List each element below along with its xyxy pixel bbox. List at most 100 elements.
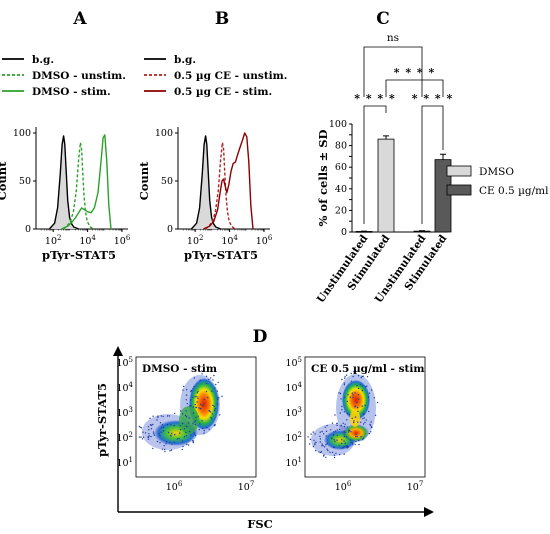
event-dot: [343, 453, 345, 455]
event-dot: [313, 439, 315, 441]
series-line: [61, 134, 112, 230]
event-dot: [343, 446, 345, 448]
event-dot: [213, 409, 216, 411]
event-dot: [330, 429, 332, 431]
x-tick-label: 102: [45, 234, 62, 247]
event-dot: [363, 413, 365, 416]
event-dot: [341, 439, 343, 441]
event-dot: [360, 436, 362, 438]
event-dot: [314, 444, 316, 446]
event-dot: [213, 405, 215, 407]
event-dot: [314, 433, 316, 435]
event-dot: [341, 405, 343, 408]
event-dot: [333, 454, 336, 456]
event-dot: [194, 423, 197, 426]
event-dot: [181, 448, 183, 451]
event-dot: [193, 377, 195, 379]
event-dot: [370, 431, 372, 433]
event-dot: [192, 423, 194, 425]
x-tick-label: 102: [187, 234, 204, 247]
event-dot: [196, 396, 198, 398]
event-dot: [194, 420, 197, 422]
event-dot: [343, 425, 346, 428]
legend-label: DMSO - unstim.: [32, 70, 126, 82]
event-dot: [218, 397, 220, 399]
event-dot: [185, 410, 187, 412]
x-tick-label: 107: [407, 480, 424, 493]
event-dot: [156, 440, 159, 443]
event-dot: [344, 431, 346, 434]
event-dot: [196, 401, 198, 403]
event-dot: [153, 434, 156, 436]
event-dot: [161, 424, 164, 426]
event-dot: [161, 448, 163, 450]
event-dot: [315, 450, 317, 452]
event-dot: [344, 442, 346, 444]
event-dot: [167, 431, 170, 434]
event-dot: [188, 417, 190, 419]
event-dot: [346, 412, 349, 414]
event-dot: [216, 403, 219, 405]
event-dot: [333, 456, 336, 459]
event-dot: [162, 415, 164, 418]
event-dot: [194, 433, 196, 436]
event-dot: [362, 412, 364, 415]
event-dot: [338, 392, 340, 394]
event-dot: [139, 426, 141, 428]
event-dot: [329, 451, 331, 454]
x-tick-label: 104: [79, 234, 96, 247]
event-dot: [173, 424, 175, 427]
x-tick-label: 106: [256, 234, 273, 247]
event-dot: [319, 441, 321, 443]
x-tick-label: 106: [114, 234, 131, 247]
event-dot: [188, 430, 191, 433]
event-dot: [212, 379, 214, 381]
event-dot: [353, 370, 355, 373]
event-dot: [346, 419, 348, 421]
event-dot: [333, 434, 335, 436]
event-dot: [179, 432, 181, 434]
event-dot: [341, 378, 343, 381]
event-dot: [186, 403, 188, 405]
event-dot: [148, 429, 150, 431]
event-dot: [181, 422, 184, 425]
event-dot: [192, 440, 194, 442]
y-tick-label: 40: [335, 184, 347, 195]
series-line: [63, 141, 94, 230]
event-dot: [333, 431, 335, 433]
event-dot: [343, 435, 345, 438]
event-dot: [326, 448, 328, 450]
event-dot: [352, 396, 354, 399]
y-tick-label: 100: [329, 119, 347, 130]
flow-plot-title: CE 0.5 µg/ml - stim: [311, 363, 424, 375]
event-dot: [183, 428, 186, 430]
series-line: [205, 141, 236, 230]
event-dot: [178, 437, 180, 440]
event-dot: [190, 399, 192, 401]
event-dot: [334, 430, 337, 432]
event-dot: [190, 389, 193, 392]
event-dot: [195, 416, 197, 419]
event-dot: [336, 439, 338, 441]
event-dot: [347, 431, 350, 433]
event-dot: [355, 435, 357, 438]
event-dot: [356, 401, 358, 403]
event-dot: [188, 444, 190, 446]
event-dot: [214, 407, 217, 410]
event-dot: [212, 404, 214, 407]
event-dot: [217, 399, 219, 401]
event-dot: [340, 424, 342, 427]
event-dot: [336, 424, 338, 426]
event-dot: [147, 438, 150, 440]
event-dot: [174, 433, 176, 436]
event-dot: [203, 398, 205, 400]
event-dot: [343, 382, 346, 384]
panel-label-d: D: [253, 327, 268, 347]
significance-bracket: [363, 46, 423, 97]
event-dot: [198, 429, 200, 431]
event-dot: [205, 390, 208, 393]
flow-plot-d2-density: [305, 357, 425, 477]
event-dot: [203, 430, 205, 432]
event-dot: [374, 414, 377, 416]
event-dot: [350, 431, 352, 433]
